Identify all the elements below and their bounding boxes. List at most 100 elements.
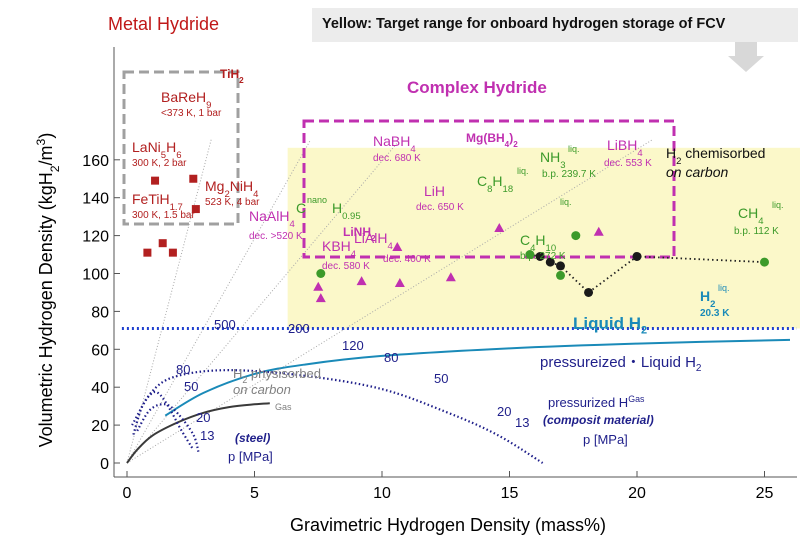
label-p-mpa-right: p [MPa] [583, 432, 628, 447]
y-tick-label: 20 [91, 418, 109, 435]
label-h2-liquid: H2 [700, 288, 715, 310]
label-lialh4-cond: dec. 400 K [383, 254, 431, 265]
pressurized-liquid-sub: 2 [695, 363, 702, 374]
label-c4h10: C4H10 [520, 232, 556, 254]
complex-hydride-point-4 [394, 277, 405, 287]
label-h095: H0.95 [332, 200, 361, 222]
label-bareh9: BaReH9 [161, 89, 211, 111]
complex-hydride-box [302, 119, 676, 259]
label-naalh4: NaAlH4 [249, 208, 295, 230]
complex-hydride-title: Complex Hydride [407, 78, 547, 97]
label-physisorbed-carbon: on carbon [233, 382, 291, 397]
x-axis-label: Gravimetric Hydrogen Density (mass%) [290, 515, 606, 535]
liquid-h2-title: Liquid H2 [573, 314, 647, 336]
label-fetih: FeTiH1.7 [132, 191, 183, 213]
y-tick-label: 120 [82, 229, 109, 246]
metal-hydride-point-1 [151, 176, 160, 185]
label-lih-cond: dec. 650 K [416, 202, 464, 213]
label-kbh4-cond: dec. 580 K [322, 261, 370, 272]
chemisorbed-point-2 [556, 261, 565, 271]
y-tick-label: 40 [91, 380, 109, 397]
x-tick-label: 25 [756, 485, 774, 502]
label-bareh9-cond: <373 K, 1 bar [161, 108, 222, 119]
label-mg2nih4: Mg2NiH4 [205, 178, 259, 200]
metal-hydride-title: Metal Hydride [108, 14, 220, 34]
pressurized-liquid-title: pressureized・Liquid H2 [540, 351, 701, 374]
label-c4h10-cond: b.p. 272 K [520, 251, 566, 262]
y-tick-label: 60 [91, 342, 109, 359]
pressurized-liquid-text: pressureized・Liquid H [540, 354, 696, 371]
y-tick-label: 80 [91, 304, 109, 321]
x-tick-label: 0 [123, 485, 132, 502]
label-kbh4: KBH4 [322, 238, 357, 260]
label-pressure-7: 80 [176, 362, 190, 377]
label-lialh4: LiAlH4 [354, 230, 393, 252]
label-c8h18-liq: liq. [517, 166, 529, 176]
label-mg2nih4-cond: 523 K, 4 bar [205, 197, 260, 208]
label-chemisorbed-carbon: on carbon [666, 164, 728, 180]
label-h2-liq-cond: 20.3 K [700, 308, 730, 319]
y-tick-label: 0 [100, 456, 109, 473]
y-tick-label: 140 [82, 191, 109, 208]
complex-hydride-point-1 [494, 223, 505, 233]
label-lani5h6-cond: 300 K, 2 bar [132, 158, 187, 169]
metal-hydride-point-3 [158, 239, 167, 248]
metal-hydride-point-2 [191, 205, 200, 214]
label-ch4: CH4 [738, 205, 764, 227]
label-pressure-8: 50 [184, 379, 198, 394]
green-point-3 [556, 270, 565, 280]
y-axis-label: Volumetric Hydrogen Density (kgH2/m3) [34, 133, 62, 448]
label-c8h18: C8H18 [477, 173, 513, 195]
x-tick-label: 10 [373, 485, 391, 502]
metal-hydride-point-5 [168, 248, 177, 257]
complex-hydride-point-2 [593, 226, 604, 236]
label-nabh4: NaBH4 [373, 133, 416, 155]
chemisorbed-point-0 [535, 251, 545, 261]
green-point-2 [525, 250, 535, 260]
legend-banner: Yellow: Target range for onboard hydroge… [312, 8, 798, 42]
pressurized-curve-2 [131, 369, 544, 464]
label-ch4-liq: liq. [772, 200, 784, 210]
y-tick-label: 160 [82, 153, 109, 170]
label-pressurized-gas: pressurized HGas [548, 394, 645, 410]
steel-curve [126, 402, 270, 464]
banner-arrow-icon [728, 42, 764, 72]
label-nh3-cond: b.p. 239.7 K [542, 169, 596, 180]
green-point-0 [316, 269, 326, 278]
metal-hydride-point-4 [143, 248, 152, 257]
label-pressure-4: 50 [434, 371, 448, 386]
complex-hydride-point-7 [315, 293, 326, 303]
pressurized-curve-1 [136, 403, 200, 452]
label-linh2: LiNH2 [343, 225, 376, 243]
complex-hydride-point-0 [392, 241, 403, 251]
target-region [287, 147, 800, 329]
label-naalh4-cond: dec. >520 K [249, 231, 303, 242]
green-point-4 [760, 257, 769, 267]
y-tick-label: 100 [82, 267, 109, 284]
complex-hydride-point-6 [313, 281, 324, 291]
label-pressure-2: 120 [342, 338, 364, 353]
x-tick-label: 15 [501, 485, 519, 502]
x-tick-label: 20 [628, 485, 646, 502]
label-nabh4-cond: dec. 680 K [373, 153, 421, 164]
complex-hydride-point-5 [356, 276, 367, 286]
label-lani5h6: LaNi5H6 [132, 139, 182, 161]
label-nano: nano [307, 195, 327, 205]
label-pressure-6: 13 [515, 415, 529, 430]
label-nh3-liq: liq. [568, 144, 580, 154]
label-pressure-9: 20 [196, 410, 210, 425]
label-libh4: LiBH4 [607, 137, 643, 159]
label-physisorbed-gas: Gas [275, 402, 292, 412]
label-pressure-1: 200 [288, 321, 310, 336]
chemisorbed-point-4 [632, 251, 642, 261]
label-c4h10-liq: liq. [560, 197, 572, 207]
complex-hydride-point-3 [445, 272, 456, 282]
label-steel: (steel) [235, 431, 270, 445]
label-tih2: TiH2 [220, 67, 244, 85]
label-h2-liq-mark: liq. [718, 283, 730, 293]
chemisorbed-point-3 [584, 287, 594, 297]
banner-text: Yellow: Target range for onboard hydroge… [322, 16, 726, 32]
label-p-mpa-left: p [MPa] [228, 449, 273, 464]
